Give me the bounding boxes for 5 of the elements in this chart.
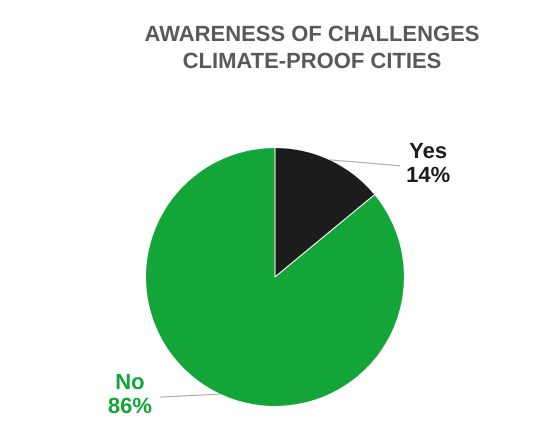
- data-label: 86%: [108, 393, 152, 418]
- slice-label: No: [115, 369, 145, 394]
- chart-title: AWARENESS OF CHALLENGES CLIMATE-PROOF CITIES: [144, 20, 480, 74]
- data-label: 14%: [406, 162, 450, 187]
- slice-label: Yes: [409, 138, 448, 163]
